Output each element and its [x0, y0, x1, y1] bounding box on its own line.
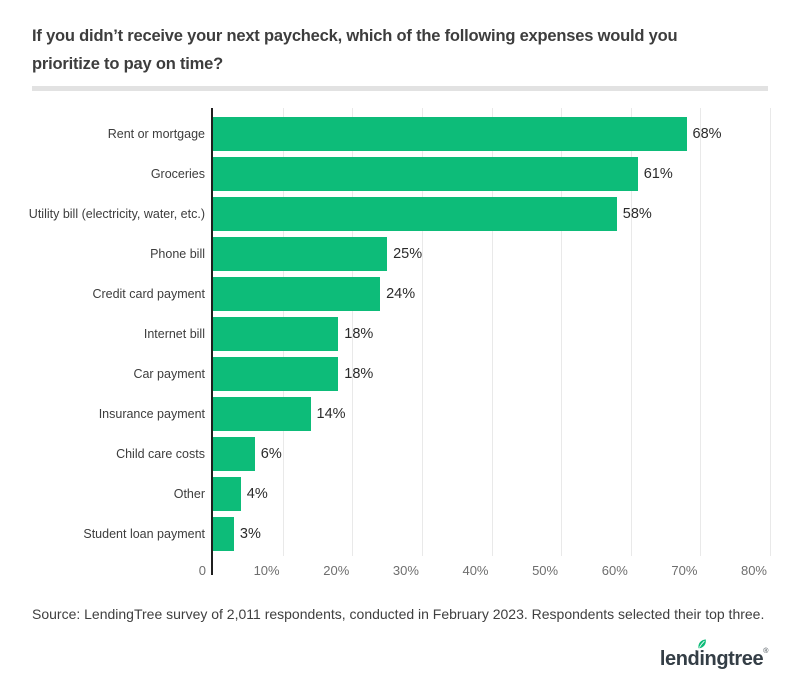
leaf-icon	[695, 637, 709, 651]
bar	[213, 317, 339, 351]
x-tick-label: 40%	[462, 563, 489, 578]
y-axis-line	[211, 108, 213, 575]
category-label: Child care costs	[116, 447, 205, 461]
bar	[213, 397, 311, 431]
value-label: 18%	[344, 326, 374, 342]
x-tick-label: 30%	[392, 563, 419, 578]
bar	[213, 477, 241, 511]
bar	[213, 197, 617, 231]
logo-text: lendi ngtree®	[659, 637, 768, 670]
gridline	[352, 108, 354, 556]
gridline	[491, 108, 493, 556]
category-label: Student loan payment	[83, 527, 205, 541]
bar	[213, 277, 381, 311]
bar	[213, 517, 234, 551]
trademark-mark: ®	[763, 648, 768, 655]
category-label: Other	[173, 487, 205, 501]
category-label: Insurance payment	[98, 407, 205, 421]
value-label: 24%	[386, 286, 416, 302]
x-tick-label: 10%	[253, 563, 280, 578]
x-tick-label: 50%	[532, 563, 559, 578]
title-divider	[32, 86, 768, 91]
bar	[213, 237, 388, 271]
category-label: Car payment	[133, 367, 205, 381]
x-tick-label: 70%	[671, 563, 698, 578]
value-label: 4%	[246, 486, 268, 502]
logo-letter-i: i	[695, 637, 709, 670]
category-label: Rent or mortgage	[107, 127, 205, 141]
chart-title-line-2: prioritize to pay on time?	[32, 55, 223, 73]
lendingtree-logo: lendi ngtree®	[660, 634, 768, 670]
x-tick-label: 20%	[323, 563, 350, 578]
value-label: 58%	[622, 206, 652, 222]
value-label: 14%	[316, 406, 346, 422]
x-tick-label: 0	[198, 563, 206, 578]
bar	[213, 157, 638, 191]
value-label: 61%	[643, 166, 673, 182]
bar	[213, 117, 687, 151]
category-label: Utility bill (electricity, water, etc.)	[28, 207, 205, 221]
gridline	[770, 108, 771, 556]
chart-title-line-1: If you didn’t receive your next paycheck…	[32, 27, 678, 45]
source-note: Source: LendingTree survey of 2,011 resp…	[32, 606, 765, 622]
x-tick-label: 80%	[740, 563, 767, 578]
gridline	[630, 108, 632, 556]
gridline	[700, 108, 702, 556]
category-label: Groceries	[150, 167, 205, 181]
category-label: Internet bill	[143, 327, 205, 341]
x-tick-label: 60%	[601, 563, 628, 578]
bar-chart: 0 10% 20% 30% 40% 50% 60% 70% 80% Rent or mortgag…	[0, 108, 800, 590]
value-label: 68%	[692, 126, 722, 142]
bar	[213, 437, 255, 471]
logo-text-post: ngtree	[704, 648, 764, 670]
value-label: 18%	[344, 366, 374, 382]
bar	[213, 357, 339, 391]
category-label: Credit card payment	[92, 287, 205, 301]
value-label: 6%	[260, 446, 282, 462]
value-label: 3%	[239, 526, 261, 542]
chart-title: If you didn’t receive your next paycheck…	[32, 22, 768, 78]
gridline	[421, 108, 423, 556]
logo-text-pre: lend	[659, 648, 700, 670]
value-label: 25%	[393, 246, 423, 262]
category-label: Phone bill	[150, 247, 205, 261]
gridline	[561, 108, 563, 556]
